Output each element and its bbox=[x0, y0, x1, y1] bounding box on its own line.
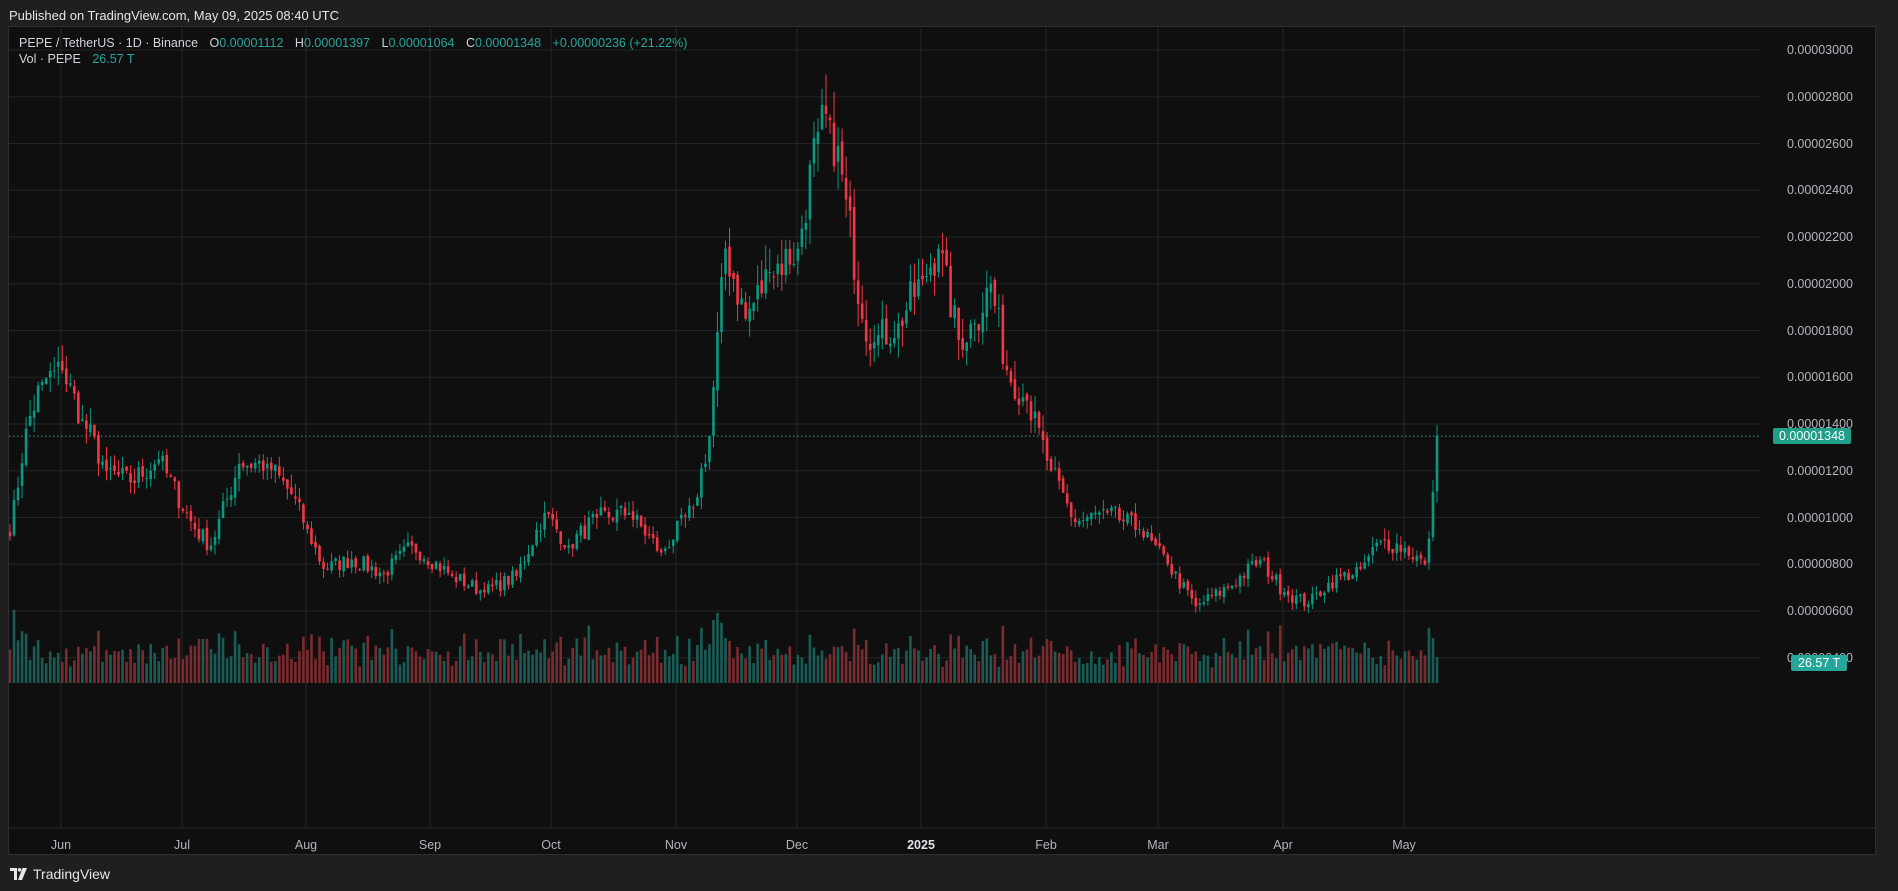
price-axis-label: 0.00000600 bbox=[1786, 604, 1853, 618]
time-axis-label: May bbox=[1392, 838, 1416, 852]
price-axis-label: 0.00003000 bbox=[1786, 43, 1853, 57]
time-axis-label: Jun bbox=[50, 838, 72, 852]
brand-name: TradingView bbox=[33, 866, 111, 882]
price-axis-label: 0.00002800 bbox=[1786, 89, 1853, 104]
symbol-title[interactable]: PEPE / TetherUS · 1D · Binance bbox=[19, 36, 199, 50]
time-axis-label: Dec bbox=[785, 838, 809, 852]
low-label: L bbox=[381, 36, 389, 50]
time-axis-label: Nov bbox=[664, 838, 688, 852]
price-axis-label: 0.00002000 bbox=[1786, 276, 1853, 291]
volume-value: 26.57 T bbox=[92, 52, 135, 66]
low-value: 0.00001064 bbox=[388, 36, 455, 50]
time-axis-label: Apr bbox=[1273, 838, 1293, 852]
open-label: O bbox=[209, 36, 220, 50]
time-axis-label: 2025 bbox=[907, 838, 935, 852]
price-axis-label: 0.00001600 bbox=[1786, 370, 1853, 385]
last-price-tag: 0.00001348 bbox=[1772, 428, 1851, 445]
price-axis-label: 0.00002400 bbox=[1786, 183, 1853, 198]
high-value: 0.00001397 bbox=[303, 36, 370, 50]
published-caption: Published on TradingView.com, May 09, 20… bbox=[9, 8, 340, 23]
time-axis-label: Sep bbox=[418, 838, 442, 852]
candlestick-chart[interactable] bbox=[9, 27, 1875, 854]
price-axis-label: 0.00000800 bbox=[1786, 557, 1853, 572]
time-axis-label: Mar bbox=[1147, 838, 1169, 852]
time-axis-label: Oct bbox=[541, 838, 561, 852]
close-label: C bbox=[465, 36, 475, 50]
chart-frame[interactable]: PEPE / TetherUS · 1D · Binance O0.000011… bbox=[8, 26, 1876, 855]
price-axis-label: 0.00002200 bbox=[1786, 230, 1853, 244]
time-axis-label: Aug bbox=[294, 838, 318, 852]
open-value: 0.00001112 bbox=[219, 36, 284, 50]
price-axis-label: 0.00002600 bbox=[1786, 136, 1853, 151]
volume-tag: 26.57 T bbox=[1791, 655, 1848, 671]
price-axis-label: 0.00001000 bbox=[1786, 510, 1853, 525]
price-axis-label: 0.00001200 bbox=[1786, 463, 1853, 478]
volume-label[interactable]: Vol · PEPE bbox=[19, 52, 81, 66]
high-label: H bbox=[294, 36, 304, 50]
volume-row: Vol · PEPE 26.57 T bbox=[19, 51, 687, 67]
close-value: 0.00001348 bbox=[475, 36, 542, 50]
time-axis-label: Feb bbox=[1035, 838, 1057, 852]
tradingview-logo[interactable]: TradingView bbox=[10, 866, 110, 882]
ohlc-row: PEPE / TetherUS · 1D · Binance O0.000011… bbox=[19, 35, 687, 51]
time-axis-label: Jul bbox=[174, 838, 190, 852]
price-axis-label: 0.00001400 bbox=[1786, 417, 1853, 431]
price-axis-label: 0.00001800 bbox=[1786, 323, 1853, 338]
change-value: +0.00000236 (+21.22%) bbox=[552, 36, 688, 50]
tradingview-logo-icon bbox=[10, 868, 27, 880]
chart-legend: PEPE / TetherUS · 1D · Binance O0.000011… bbox=[19, 35, 687, 67]
